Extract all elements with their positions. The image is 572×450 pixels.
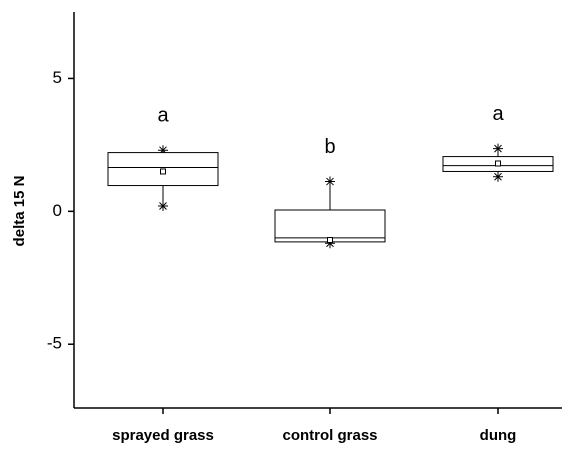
group-letter: b — [324, 136, 335, 158]
y-tick-label: -5 — [47, 334, 62, 353]
mean-marker — [327, 237, 333, 244]
whisker-end — [158, 201, 168, 212]
whisker-end — [493, 171, 503, 182]
y-tick-label: 5 — [53, 68, 62, 87]
mean-marker — [495, 160, 501, 167]
group-letter: a — [492, 103, 504, 125]
group-letter: a — [157, 104, 169, 126]
x-tick-label: dung — [480, 427, 517, 444]
box — [274, 209, 386, 243]
whisker-end — [325, 238, 335, 249]
whisker-end — [325, 176, 335, 187]
whisker-end — [493, 143, 503, 154]
whisker-end — [158, 145, 168, 156]
mean-marker — [160, 168, 166, 175]
x-tick-label: control grass — [282, 427, 377, 444]
x-tick-label: sprayed grass — [112, 427, 214, 444]
y-axis-label: delta 15 N — [11, 176, 28, 247]
y-tick-label: 0 — [53, 201, 62, 220]
